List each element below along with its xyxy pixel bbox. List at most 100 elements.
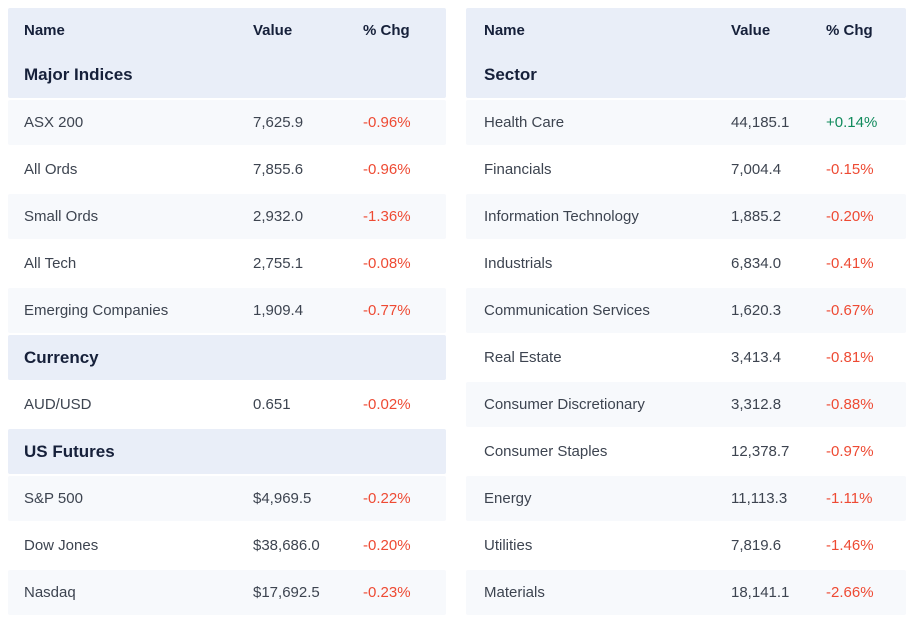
name-cell: Materials — [484, 584, 545, 601]
name-cell: S&P 500 — [24, 490, 83, 507]
table-row-small-ords: Small Ords 2,932.0 -1.36% — [8, 194, 446, 239]
value-cell: 7,004.4 — [731, 161, 782, 178]
markets-table-rows: ASX 200 7,625.9 -0.96% All Ords 7,855.6 -0.96… — [8, 100, 446, 615]
value-cell: 1,909.4 — [253, 302, 304, 319]
column-header-row: Name Value % Chg — [466, 8, 906, 52]
section-title: Major Indices — [24, 65, 133, 84]
value-cell: 1,885.2 — [731, 208, 782, 225]
percent-change-cell: -2.66% — [826, 584, 874, 601]
percent-change-cell: -0.97% — [826, 443, 874, 460]
sectors-table-header: Name Value % Chg Sector — [466, 8, 906, 98]
table-row-consumer-staples: Consumer Staples 12,378.7 -0.97% — [466, 429, 906, 474]
table-row-emerging-companies: Emerging Companies 1,909.4 -0.77% — [8, 288, 446, 333]
value-cell: 2,755.1 — [253, 255, 304, 272]
percent-change-cell: -0.20% — [363, 537, 411, 554]
table-row-dow-jones: Dow Jones $38,686.0 -0.20% — [8, 523, 446, 568]
name-cell: Energy — [484, 490, 532, 507]
name-cell: Communication Services — [484, 302, 650, 319]
name-cell: Emerging Companies — [24, 302, 169, 319]
value-cell: 44,185.1 — [731, 114, 790, 131]
table-row-real-estate: Real Estate 3,413.4 -0.81% — [466, 335, 906, 380]
table-row-utilities: Utilities 7,819.6 -1.46% — [466, 523, 906, 568]
table-row-nasdaq: Nasdaq $17,692.5 -0.23% — [8, 570, 446, 615]
percent-change-cell: -0.08% — [363, 255, 411, 272]
value-cell: 0.651 — [253, 396, 291, 413]
name-cell: AUD/USD — [24, 396, 92, 413]
section-header-currency: Currency — [8, 335, 446, 380]
value-cell: 1,620.3 — [731, 302, 782, 319]
table-row-financials: Financials 7,004.4 -0.15% — [466, 147, 906, 192]
table-row-all-ords: All Ords 7,855.6 -0.96% — [8, 147, 446, 192]
value-cell: $17,692.5 — [253, 584, 320, 601]
name-cell: Financials — [484, 161, 552, 178]
percent-change-cell: -0.88% — [826, 396, 874, 413]
table-row-materials: Materials 18,141.1 -2.66% — [466, 570, 906, 615]
table-row-s-p-500: S&P 500 $4,969.5 -0.22% — [8, 476, 446, 521]
name-cell: Real Estate — [484, 349, 562, 366]
column-header-row: Name Value % Chg — [8, 8, 446, 52]
section-header-us-futures: US Futures — [8, 429, 446, 474]
percent-change-cell: -0.81% — [826, 349, 874, 366]
column-header-name: Name — [484, 21, 525, 39]
value-cell: $38,686.0 — [253, 537, 320, 554]
percent-change-cell: -0.77% — [363, 302, 411, 319]
table-row-health-care: Health Care 44,185.1 +0.14% — [466, 100, 906, 145]
name-cell: Consumer Staples — [484, 443, 608, 460]
table-row-energy: Energy 11,113.3 -1.11% — [466, 476, 906, 521]
value-cell: 18,141.1 — [731, 584, 790, 601]
table-row-information-technology: Information Technology 1,885.2 -0.20% — [466, 194, 906, 239]
column-header-value: Value — [731, 21, 771, 39]
percent-change-cell: -0.67% — [826, 302, 874, 319]
value-cell: 6,834.0 — [731, 255, 782, 272]
percent-change-cell: -0.41% — [826, 255, 874, 272]
name-cell: Industrials — [484, 255, 553, 272]
percent-change-cell: -0.02% — [363, 396, 411, 413]
value-cell: 7,855.6 — [253, 161, 304, 178]
column-header-name: Name — [24, 21, 65, 39]
markets-table: Name Value % Chg Major Indices ASX 200 7,… — [8, 8, 446, 617]
column-header-value: Value — [253, 21, 293, 39]
value-cell: 3,312.8 — [731, 396, 782, 413]
section-header-sector: Sector — [466, 52, 906, 98]
name-cell: Health Care — [484, 114, 565, 131]
value-cell: 11,113.3 — [731, 490, 788, 507]
percent-change-cell: -1.36% — [363, 208, 411, 225]
name-cell: Small Ords — [24, 208, 99, 225]
value-cell: 2,932.0 — [253, 208, 304, 225]
name-cell: All Tech — [24, 255, 77, 272]
section-title: Sector — [484, 65, 537, 84]
percent-change-cell: -0.22% — [363, 490, 411, 507]
percent-change-cell: -0.96% — [363, 114, 411, 131]
percent-change-cell: -1.11% — [826, 490, 873, 507]
table-row-consumer-discretionary: Consumer Discretionary 3,312.8 -0.88% — [466, 382, 906, 427]
percent-change-cell: +0.14% — [826, 114, 878, 131]
value-cell: 7,625.9 — [253, 114, 304, 131]
name-cell: All Ords — [24, 161, 78, 178]
value-cell: 12,378.7 — [731, 443, 790, 460]
section-header-major-indices: Major Indices — [8, 52, 446, 98]
sectors-table: Name Value % Chg Sector Health Care 44,18… — [466, 8, 906, 617]
table-row-aud-usd: AUD/USD 0.651 -0.02% — [8, 382, 446, 427]
percent-change-cell: -0.20% — [826, 208, 874, 225]
name-cell: Consumer Discretionary — [484, 396, 645, 413]
percent-change-cell: -0.15% — [826, 161, 874, 178]
table-row-asx-200: ASX 200 7,625.9 -0.96% — [8, 100, 446, 145]
markets-table-header: Name Value % Chg Major Indices — [8, 8, 446, 98]
value-cell: 7,819.6 — [731, 537, 782, 554]
percent-change-cell: -0.23% — [363, 584, 411, 601]
column-header-chg: % Chg — [363, 21, 410, 39]
table-row-all-tech: All Tech 2,755.1 -0.08% — [8, 241, 446, 286]
name-cell: ASX 200 — [24, 114, 84, 131]
column-header-chg: % Chg — [826, 21, 873, 39]
value-cell: $4,969.5 — [253, 490, 312, 507]
percent-change-cell: -0.96% — [363, 161, 411, 178]
name-cell: Dow Jones — [24, 537, 99, 554]
name-cell: Information Technology — [484, 208, 639, 225]
sectors-table-rows: Health Care 44,185.1 +0.14% Financials 7,004… — [466, 100, 906, 615]
table-row-industrials: Industrials 6,834.0 -0.41% — [466, 241, 906, 286]
name-cell: Utilities — [484, 537, 533, 554]
value-cell: 3,413.4 — [731, 349, 782, 366]
name-cell: Nasdaq — [24, 584, 76, 601]
percent-change-cell: -1.46% — [826, 537, 874, 554]
